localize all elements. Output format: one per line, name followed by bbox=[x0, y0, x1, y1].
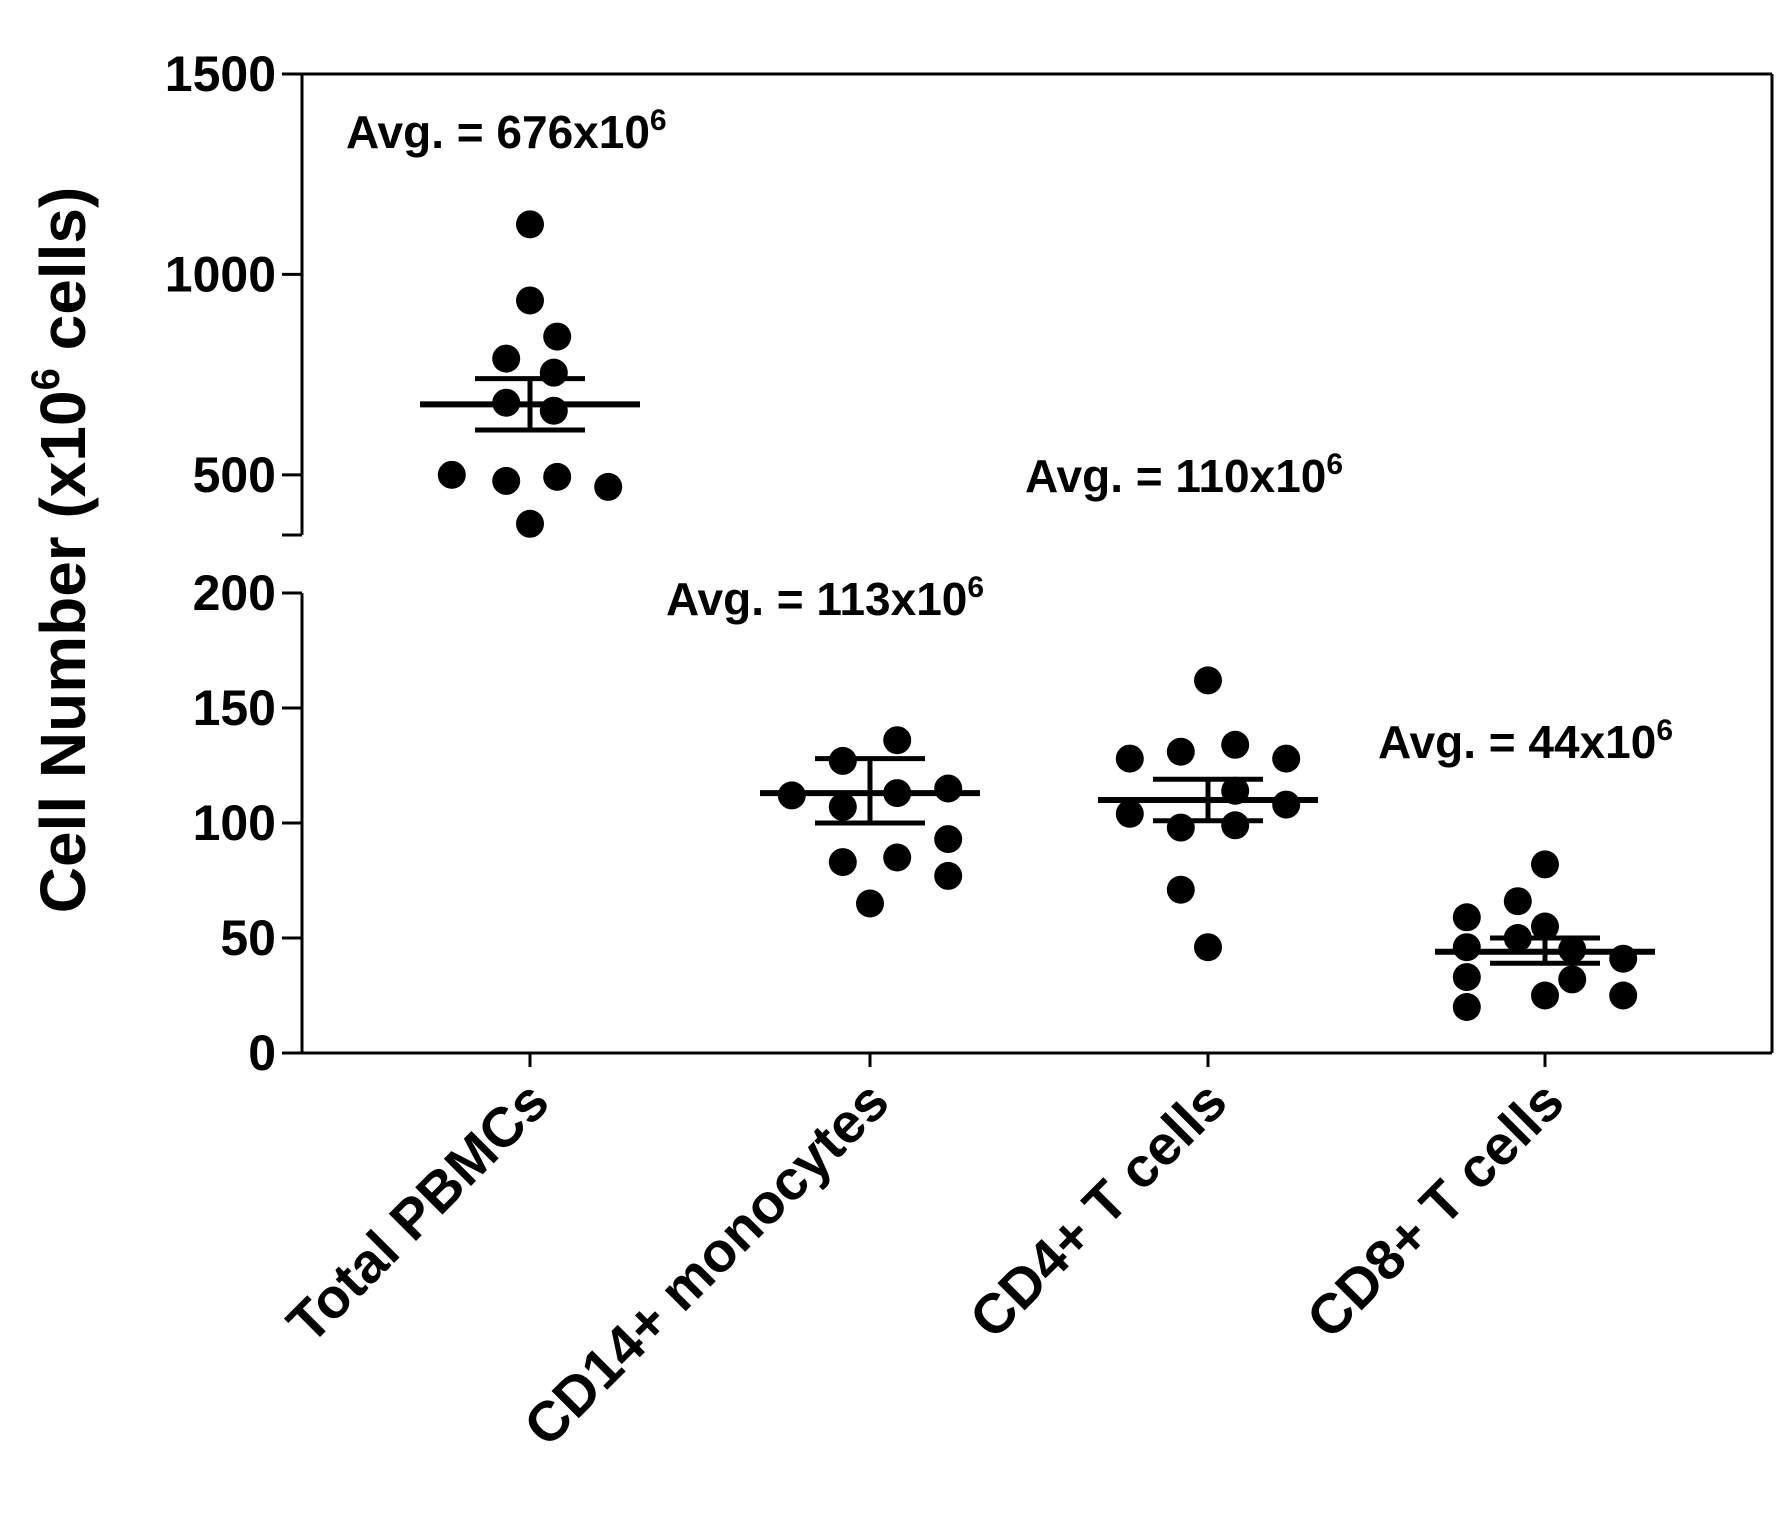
data-point bbox=[856, 889, 884, 918]
data-point bbox=[1221, 811, 1250, 840]
data-point bbox=[1452, 963, 1481, 992]
y-tick-label: 500 bbox=[193, 447, 276, 503]
data-point bbox=[516, 286, 544, 315]
group-cd8-t-cells bbox=[1435, 850, 1655, 1021]
average-annotation: Avg. = 44x106 bbox=[1378, 714, 1673, 768]
group-cd14-monocytes bbox=[760, 726, 980, 918]
data-point bbox=[1115, 799, 1144, 828]
data-point bbox=[594, 472, 623, 501]
y-axis-ticks: 0 50 100 150 200 500 1000 1500 bbox=[165, 46, 302, 1081]
x-tick-label: CD14+ monocytes bbox=[512, 1069, 901, 1458]
data-point bbox=[883, 843, 912, 872]
data-point bbox=[1452, 933, 1481, 962]
data-point bbox=[1531, 912, 1559, 941]
group-total-pbmcs bbox=[420, 210, 640, 538]
data-point bbox=[1452, 993, 1481, 1021]
axes bbox=[282, 72, 1774, 1055]
data-point bbox=[1166, 737, 1195, 766]
y-tick-label: 1000 bbox=[165, 246, 276, 302]
data-point bbox=[492, 344, 521, 373]
data-point bbox=[437, 460, 466, 489]
data-point bbox=[1272, 790, 1301, 819]
group-cd4-t-cells bbox=[1098, 666, 1318, 962]
y-axis-label: Cell Number (x106 cells) bbox=[24, 187, 99, 914]
average-annotation: Avg. = 113x106 bbox=[666, 571, 984, 625]
data-point bbox=[1609, 981, 1638, 1010]
data-point bbox=[1272, 744, 1301, 773]
y-tick-label: 1500 bbox=[165, 46, 276, 102]
data-point bbox=[1452, 903, 1481, 932]
data-point bbox=[828, 848, 857, 877]
data-point bbox=[1194, 933, 1222, 962]
data-point bbox=[1194, 666, 1222, 695]
data-point bbox=[492, 466, 521, 495]
data-point bbox=[1166, 875, 1195, 904]
average-annotation: Avg. = 110x106 bbox=[1025, 448, 1343, 502]
data-point bbox=[1166, 813, 1195, 842]
x-tick-label: CD4+ T cells bbox=[957, 1069, 1238, 1350]
data-point bbox=[1503, 887, 1532, 916]
data-point bbox=[934, 774, 963, 803]
y-tick-label: 50 bbox=[220, 910, 276, 966]
data-point bbox=[1531, 850, 1559, 879]
data-point bbox=[1531, 981, 1559, 1010]
data-point bbox=[543, 322, 572, 351]
data-point bbox=[934, 825, 963, 854]
x-tick-label: CD8+ T cells bbox=[1294, 1069, 1575, 1350]
data-point bbox=[516, 509, 544, 538]
y-tick-label: 0 bbox=[248, 1025, 276, 1081]
data-point bbox=[828, 792, 857, 821]
data-point bbox=[1221, 730, 1250, 759]
data-point bbox=[883, 726, 912, 755]
data-point bbox=[543, 462, 572, 491]
data-point bbox=[539, 396, 568, 425]
x-tick-label: Total PBMCs bbox=[275, 1069, 561, 1355]
data-marks bbox=[420, 210, 1655, 1021]
y-tick-label: 100 bbox=[193, 795, 276, 851]
data-point bbox=[516, 210, 544, 239]
data-point bbox=[539, 358, 568, 387]
y-tick-label: 150 bbox=[193, 680, 276, 736]
data-point bbox=[934, 861, 963, 890]
annotations: Avg. = 676x106 Avg. = 113x106 Avg. = 110x1… bbox=[346, 104, 1673, 768]
data-point bbox=[1558, 965, 1587, 994]
data-point bbox=[1115, 744, 1144, 773]
average-annotation: Avg. = 676x106 bbox=[346, 104, 667, 158]
y-tick-label: 200 bbox=[193, 565, 276, 621]
